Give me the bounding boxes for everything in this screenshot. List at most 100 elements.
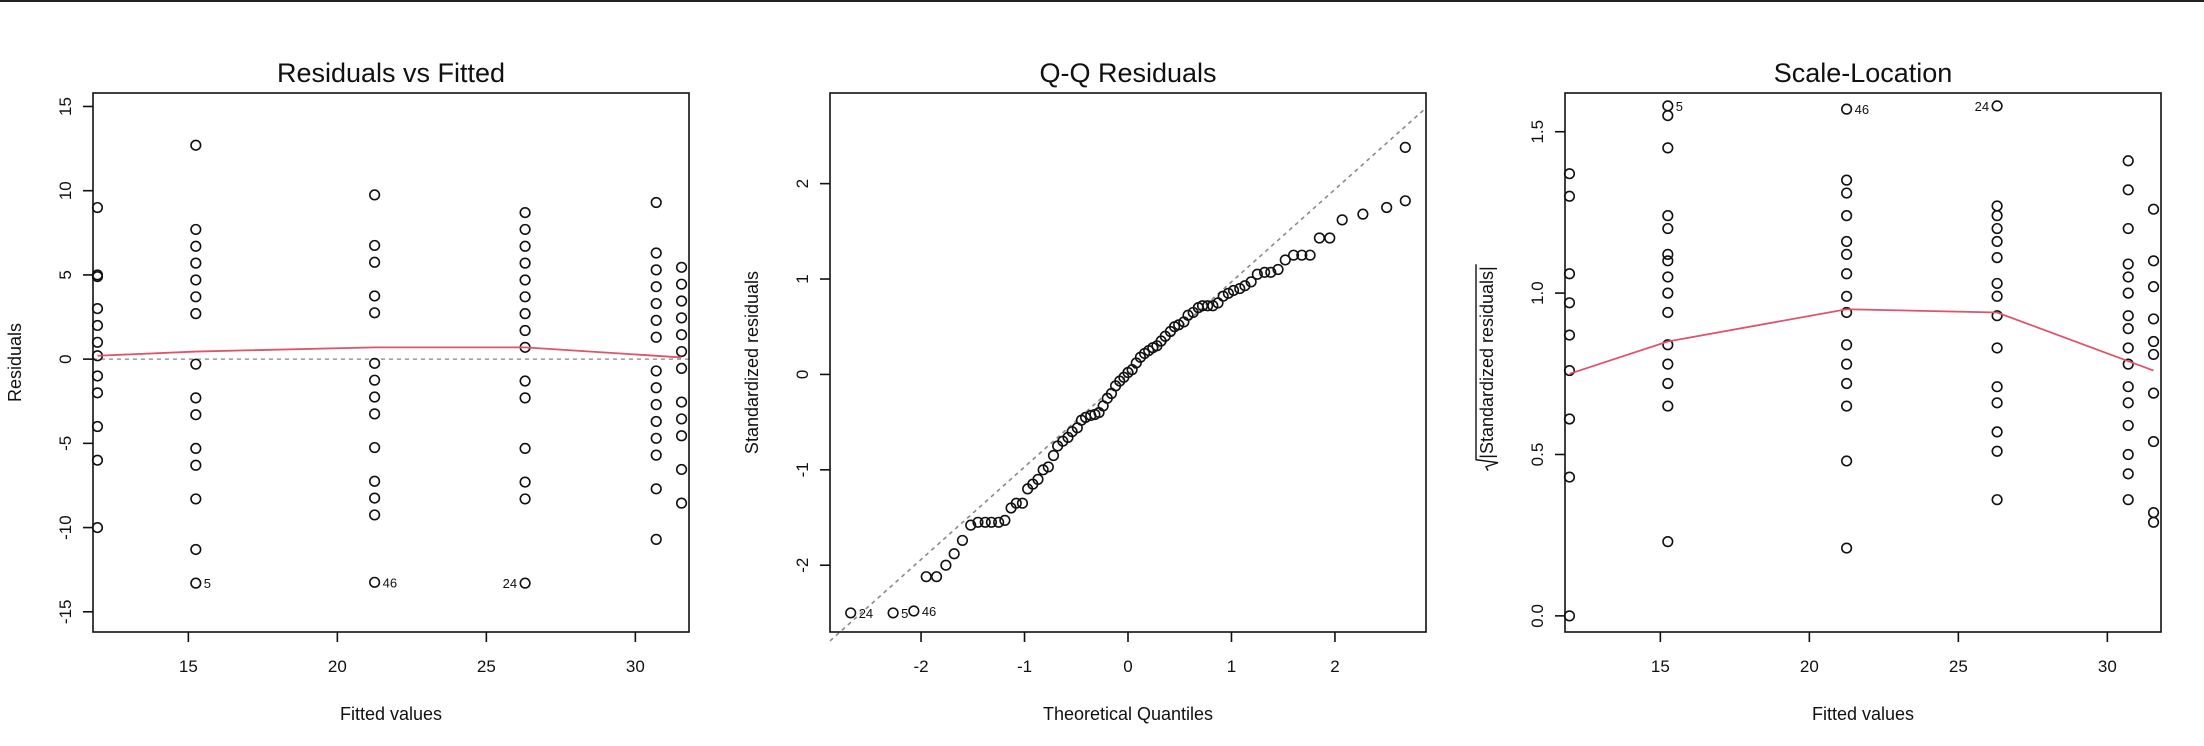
data-point xyxy=(920,571,932,583)
data-point xyxy=(2122,184,2134,196)
data-point xyxy=(1563,190,1576,202)
data-point xyxy=(1324,232,1336,244)
data-point xyxy=(2147,281,2160,293)
data-point xyxy=(1016,497,1029,509)
data-point xyxy=(1047,449,1060,462)
data-point xyxy=(1841,306,1853,319)
data-point xyxy=(650,449,662,461)
data-point xyxy=(887,607,899,619)
data-point xyxy=(1662,377,1674,390)
data-point xyxy=(948,548,960,560)
data-point xyxy=(190,139,202,151)
plot-title: Q-Q Residuals xyxy=(1039,58,1216,88)
data-point xyxy=(1841,187,1853,199)
point-label: 24 xyxy=(859,606,873,621)
data-point xyxy=(1662,306,1674,319)
data-point xyxy=(675,362,688,374)
data-point xyxy=(91,303,104,315)
x-tick-label: 15 xyxy=(1651,657,1670,676)
data-point xyxy=(1563,610,1576,622)
data-point xyxy=(1841,235,1853,248)
data-point xyxy=(1251,268,1263,280)
y-axis-label: Standardized residuals xyxy=(742,271,762,454)
data-point xyxy=(2147,203,2160,215)
data-points xyxy=(845,141,1411,619)
data-point xyxy=(1202,300,1214,312)
y-tick-label: -1 xyxy=(793,462,812,477)
data-point xyxy=(91,387,104,399)
y-axis-label: Residuals xyxy=(5,323,25,402)
point-label: 46 xyxy=(383,575,397,590)
data-point xyxy=(1245,276,1257,288)
data-point xyxy=(1991,235,2003,248)
data-point xyxy=(369,391,381,403)
plot-title: Residuals vs Fitted xyxy=(277,58,505,88)
data-point xyxy=(650,247,662,259)
data-point xyxy=(369,256,381,268)
data-point xyxy=(91,201,104,214)
x-axis-label: Theoretical Quantiles xyxy=(1043,704,1213,724)
x-tick-label: 25 xyxy=(477,657,496,676)
data-point xyxy=(190,308,202,320)
sqrt-radical xyxy=(1475,264,1499,472)
data-point xyxy=(675,396,688,408)
x-tick-label: 2 xyxy=(1330,657,1339,676)
data-point xyxy=(650,432,662,444)
data-point xyxy=(675,430,688,442)
data-point xyxy=(2147,387,2160,399)
data-point xyxy=(1010,497,1022,509)
data-point xyxy=(1662,255,1674,267)
data-point xyxy=(2122,323,2134,335)
data-point xyxy=(650,399,662,411)
data-point xyxy=(1265,266,1277,278)
data-point xyxy=(1563,268,1576,280)
data-point xyxy=(1563,329,1576,341)
sqrt-symbol xyxy=(1475,264,1499,472)
data-point xyxy=(519,442,531,455)
data-point xyxy=(1399,195,1411,207)
data-point xyxy=(1336,214,1348,226)
panel-1: 5 46 24 15 20 25 30 -15 -10 -5 0 5 10 15 Residuals vs … xyxy=(5,58,690,724)
data-point xyxy=(1991,381,2003,393)
data-point xyxy=(1662,271,1674,283)
data-point xyxy=(2122,287,2134,299)
data-point xyxy=(1032,473,1044,485)
data-point xyxy=(2122,494,2134,506)
data-point xyxy=(1991,100,2003,112)
data-point xyxy=(650,297,662,310)
data-point xyxy=(1272,263,1284,276)
data-point xyxy=(930,571,943,583)
data-point xyxy=(1662,210,1674,222)
plot-frame xyxy=(92,92,690,633)
panel-2: 24 5 46 -2 -1 0 1 2 -2 -1 0 1 2 Q-Q Residuals Theoreti… xyxy=(742,58,1427,724)
data-point xyxy=(369,307,381,319)
x-tick-label: 20 xyxy=(1800,657,1819,676)
data-point xyxy=(1841,174,1853,186)
data-point xyxy=(1381,201,1393,214)
data-point xyxy=(1841,339,1853,351)
x-tick-label: 0 xyxy=(1123,657,1132,676)
y-tick-label: -2 xyxy=(793,558,812,573)
data-point xyxy=(1563,471,1576,483)
data-point xyxy=(1991,494,2003,506)
data-point xyxy=(1287,249,1300,261)
data-point xyxy=(1841,103,1853,115)
y-tick-label: 1.0 xyxy=(1528,281,1547,305)
y-tick-label: 1 xyxy=(793,274,812,283)
data-point xyxy=(1841,400,1853,412)
x-tick-label: 1 xyxy=(1227,657,1236,676)
x-tick-label: 30 xyxy=(626,657,645,676)
panel-3: 5 46 24 15 20 25 30 0.0 0.5 1.0 1.5 Scale-Location F… xyxy=(1475,58,2162,724)
data-point xyxy=(1991,342,2003,354)
top-border xyxy=(0,0,2204,2)
data-point xyxy=(190,409,202,421)
data-point xyxy=(190,358,202,370)
data-point xyxy=(675,497,688,509)
data-point xyxy=(1991,252,2003,264)
data-point xyxy=(519,274,531,286)
data-point xyxy=(956,534,969,547)
data-point xyxy=(1304,249,1316,261)
data-points xyxy=(91,139,688,589)
data-point xyxy=(1662,100,1674,112)
